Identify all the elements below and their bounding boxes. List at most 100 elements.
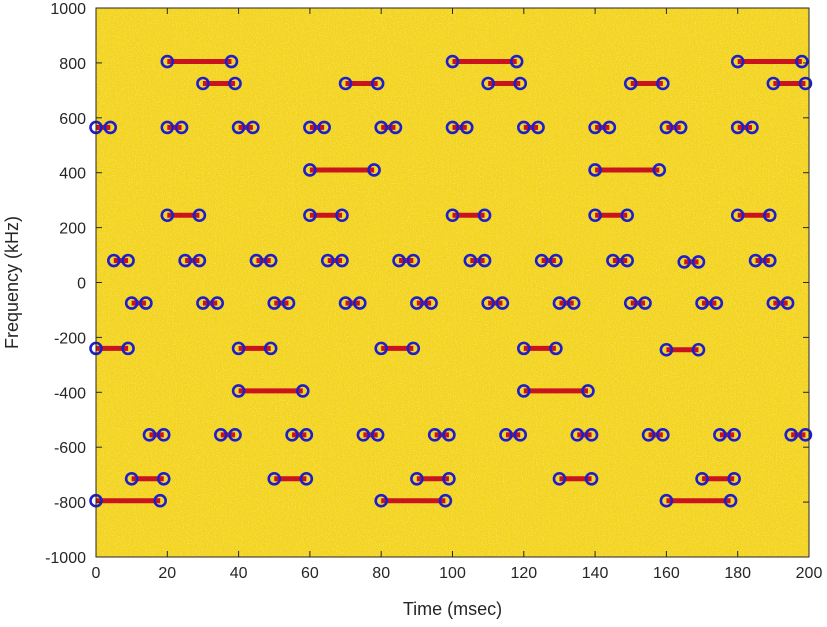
segment-end-marker (566, 296, 581, 310)
segment-start-marker (641, 428, 656, 442)
segment-start-marker (516, 341, 531, 356)
signal-segment (641, 428, 670, 442)
signal-segment (695, 296, 724, 310)
segment-end-marker (299, 428, 314, 442)
segment-start-marker (231, 384, 246, 398)
segment-start-marker (445, 54, 460, 69)
segment-end-marker (495, 296, 510, 310)
segment-end-marker (798, 428, 813, 442)
segment-start-marker (766, 296, 781, 310)
segment-end-marker (723, 493, 738, 508)
segment-start-marker (338, 296, 353, 310)
segment-start-marker (606, 253, 620, 268)
segment-end-marker (299, 471, 314, 486)
x-tick-label: 140 (582, 565, 609, 582)
segment-start-marker (463, 253, 478, 268)
segment-start-marker (196, 76, 210, 91)
segment-end-marker (281, 296, 296, 310)
y-tick-label: 0 (77, 276, 86, 293)
signal-segment (481, 76, 528, 91)
segment-start-marker (160, 54, 175, 69)
y-tick-label: -800 (54, 495, 86, 512)
signal-segment (695, 471, 741, 486)
signal-segment (516, 341, 563, 356)
spectrogram-background (96, 8, 809, 557)
segment-start-marker (516, 384, 531, 398)
signal-segment (285, 428, 314, 442)
signal-segment (606, 253, 634, 268)
segment-start-marker (410, 471, 424, 486)
segment-end-marker (210, 296, 225, 310)
segment-end-marker (459, 120, 474, 135)
signal-segments (89, 54, 813, 508)
segment-end-marker (121, 253, 135, 268)
segment-start-marker (356, 428, 371, 442)
segment-start-marker (178, 253, 192, 268)
signal-segment (338, 76, 385, 91)
signal-segment (107, 253, 135, 268)
signal-segment (552, 296, 581, 310)
signal-segment (356, 428, 385, 442)
segment-end-marker (620, 253, 634, 268)
segment-end-marker (531, 120, 545, 135)
segment-end-marker (406, 253, 421, 268)
segment-start-marker (303, 120, 317, 135)
segment-end-marker (103, 120, 118, 135)
segment-start-marker (196, 296, 210, 310)
signal-segment (784, 428, 813, 442)
segment-start-marker (730, 54, 745, 69)
segment-start-marker (160, 208, 175, 223)
segment-end-marker (549, 341, 563, 356)
segment-start-marker (659, 342, 674, 357)
segment-end-marker (156, 428, 171, 442)
segment-start-marker (338, 76, 353, 91)
y-tick-label: -200 (54, 330, 86, 347)
segment-start-marker (534, 253, 549, 268)
segment-end-marker (727, 428, 741, 442)
segment-start-marker (267, 296, 282, 310)
signal-segment (623, 76, 670, 91)
segment-start-marker (659, 493, 674, 508)
segment-end-marker (263, 253, 278, 268)
signal-segment (392, 253, 421, 268)
signal-segment (659, 342, 706, 357)
signal-segment (160, 120, 189, 135)
segment-end-marker (673, 120, 688, 135)
segment-start-marker (374, 493, 389, 508)
segment-start-marker (374, 120, 389, 135)
signal-segment (267, 471, 314, 486)
segment-start-marker (445, 120, 460, 135)
signal-segment (588, 163, 667, 177)
segment-end-marker (513, 428, 528, 442)
segment-end-marker (477, 253, 492, 268)
signal-segment (231, 384, 310, 398)
segment-start-marker (320, 253, 335, 268)
segment-end-marker (370, 76, 385, 91)
y-tick-label: 800 (59, 56, 86, 73)
signal-segment (338, 296, 367, 310)
segment-start-marker (695, 471, 709, 486)
signal-segment (766, 76, 813, 91)
signal-segment (160, 54, 239, 69)
signal-segment (249, 253, 278, 268)
segment-end-marker (367, 163, 381, 177)
segment-end-marker (691, 342, 706, 357)
signal-segment (552, 471, 599, 486)
signal-segment (303, 208, 349, 223)
segment-end-marker (335, 208, 349, 223)
segment-start-marker (142, 428, 157, 442)
segment-end-marker (317, 120, 331, 135)
segment-end-marker (153, 493, 167, 508)
segment-start-marker (124, 471, 139, 486)
segment-end-marker (691, 255, 706, 269)
segment-end-marker (762, 208, 777, 223)
signal-segment (730, 54, 809, 69)
signal-segment (303, 120, 331, 135)
x-tick-label: 120 (510, 565, 537, 582)
x-tick-label: 60 (301, 565, 319, 582)
signal-segment (231, 120, 260, 135)
segment-start-marker (231, 120, 246, 135)
segment-start-marker (677, 255, 692, 269)
segment-start-marker (588, 208, 602, 223)
